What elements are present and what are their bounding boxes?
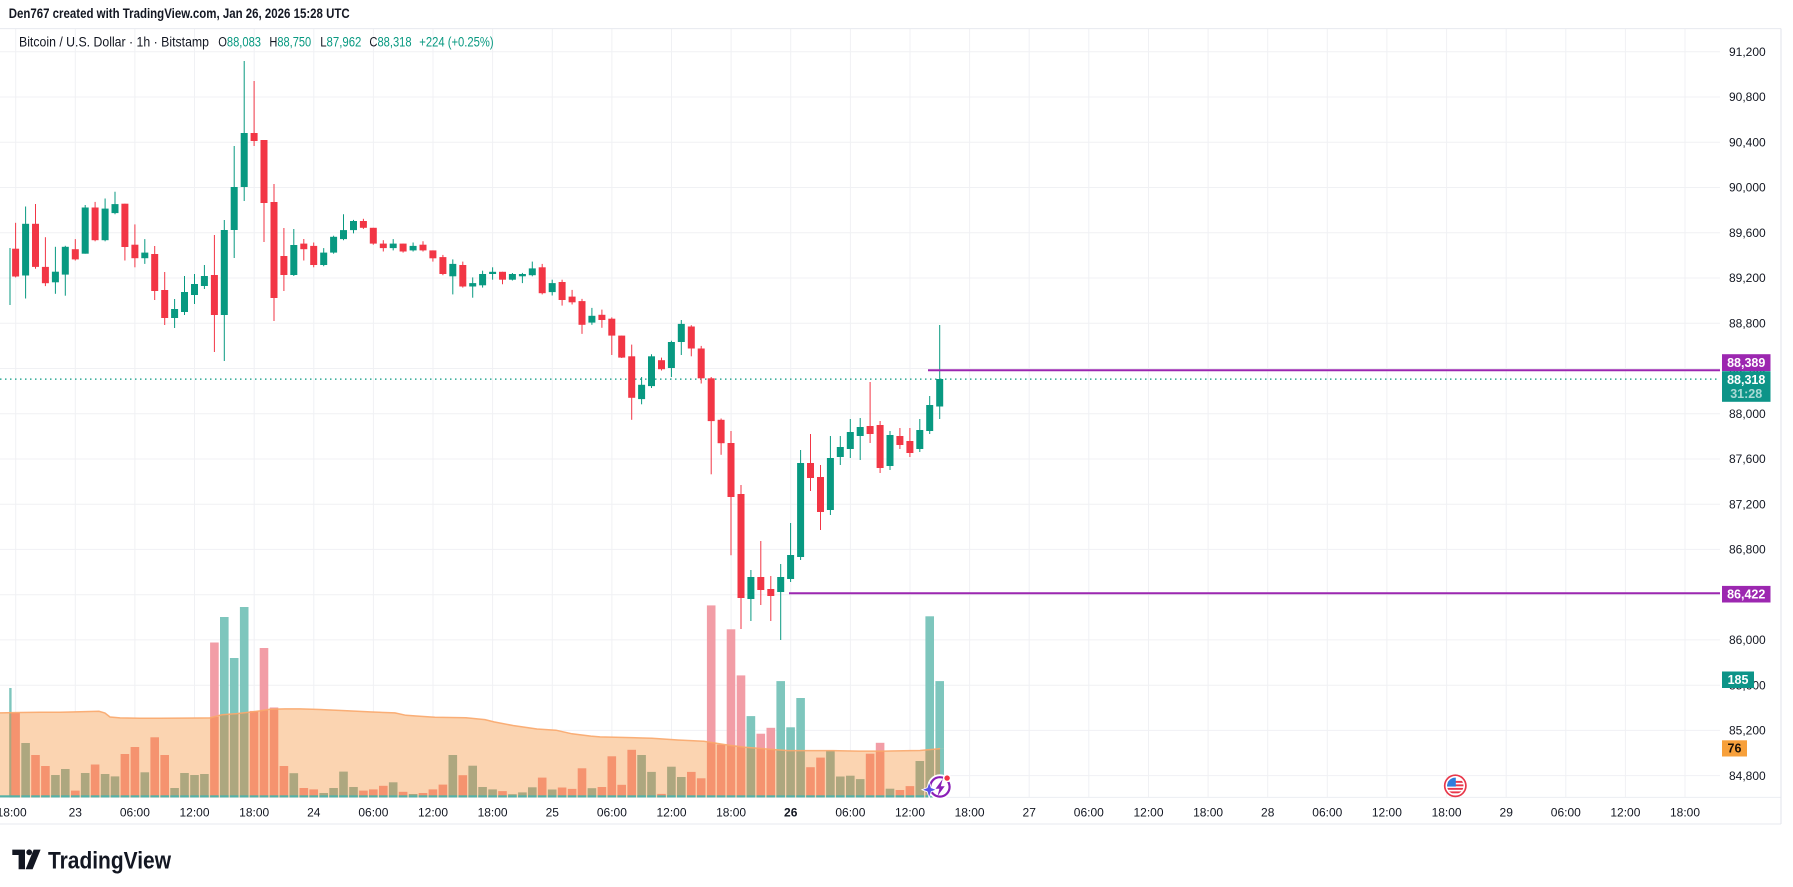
svg-text:18:00: 18:00 — [1432, 806, 1462, 820]
svg-text:06:00: 06:00 — [597, 806, 627, 820]
svg-text:88,800: 88,800 — [1729, 316, 1766, 330]
svg-text:18:00: 18:00 — [716, 806, 746, 820]
svg-text:18:00: 18:00 — [239, 806, 269, 820]
svg-text:O88,083: O88,083 — [218, 34, 261, 49]
svg-text:24: 24 — [307, 806, 321, 820]
svg-text:18:00: 18:00 — [1670, 806, 1700, 820]
svg-text:25: 25 — [546, 806, 560, 820]
svg-text:89,200: 89,200 — [1729, 271, 1766, 285]
svg-text:12:00: 12:00 — [895, 806, 925, 820]
svg-text:12:00: 12:00 — [179, 806, 209, 820]
svg-text:L87,962: L87,962 — [320, 34, 361, 49]
svg-text:88,000: 88,000 — [1729, 407, 1766, 421]
svg-text:26: 26 — [784, 806, 798, 820]
svg-text:Bitcoin / U.S. Dollar · 1h · B: Bitcoin / U.S. Dollar · 1h · Bitstamp — [19, 34, 209, 49]
svg-text:12:00: 12:00 — [418, 806, 448, 820]
svg-text:89,600: 89,600 — [1729, 226, 1766, 240]
svg-text:87,600: 87,600 — [1729, 452, 1766, 466]
svg-text:H88,750: H88,750 — [269, 34, 311, 49]
svg-text:88,389: 88,389 — [1727, 356, 1765, 370]
svg-text:12:00: 12:00 — [656, 806, 686, 820]
svg-text:Den767 created with TradingVie: Den767 created with TradingView.com, Jan… — [9, 6, 350, 21]
svg-text:86,000: 86,000 — [1729, 633, 1766, 647]
svg-text:06:00: 06:00 — [1312, 806, 1342, 820]
svg-text:06:00: 06:00 — [835, 806, 865, 820]
svg-text:06:00: 06:00 — [1074, 806, 1104, 820]
svg-text:C88,318: C88,318 — [369, 34, 411, 49]
svg-text:84,800: 84,800 — [1729, 769, 1766, 783]
svg-text:06:00: 06:00 — [358, 806, 388, 820]
svg-text:23: 23 — [69, 806, 83, 820]
svg-text:12:00: 12:00 — [1372, 806, 1402, 820]
svg-text:18:00: 18:00 — [955, 806, 985, 820]
svg-text:TradingView: TradingView — [48, 847, 172, 874]
svg-text:88,318: 88,318 — [1727, 373, 1765, 387]
svg-text:06:00: 06:00 — [120, 806, 150, 820]
svg-text:29: 29 — [1500, 806, 1514, 820]
svg-text:87,200: 87,200 — [1729, 497, 1766, 511]
svg-text:76: 76 — [1728, 742, 1742, 756]
svg-text:90,000: 90,000 — [1729, 181, 1766, 195]
svg-text:18:00: 18:00 — [1193, 806, 1223, 820]
svg-text:90,800: 90,800 — [1729, 90, 1766, 104]
svg-text:12:00: 12:00 — [1133, 806, 1163, 820]
svg-text:18:00: 18:00 — [0, 806, 27, 820]
svg-text:12:00: 12:00 — [1610, 806, 1640, 820]
svg-text:86,800: 86,800 — [1729, 543, 1766, 557]
svg-text:+224 (+0.25%): +224 (+0.25%) — [419, 34, 493, 49]
svg-text:85,200: 85,200 — [1729, 724, 1766, 738]
svg-text:90,400: 90,400 — [1729, 136, 1766, 150]
svg-text:86,422: 86,422 — [1727, 588, 1765, 602]
svg-text:27: 27 — [1023, 806, 1037, 820]
svg-text:185: 185 — [1728, 673, 1749, 687]
svg-text:18:00: 18:00 — [478, 806, 508, 820]
svg-text:31:28: 31:28 — [1730, 387, 1762, 401]
svg-text:06:00: 06:00 — [1551, 806, 1581, 820]
svg-text:28: 28 — [1261, 806, 1275, 820]
svg-text:91,200: 91,200 — [1729, 45, 1766, 59]
